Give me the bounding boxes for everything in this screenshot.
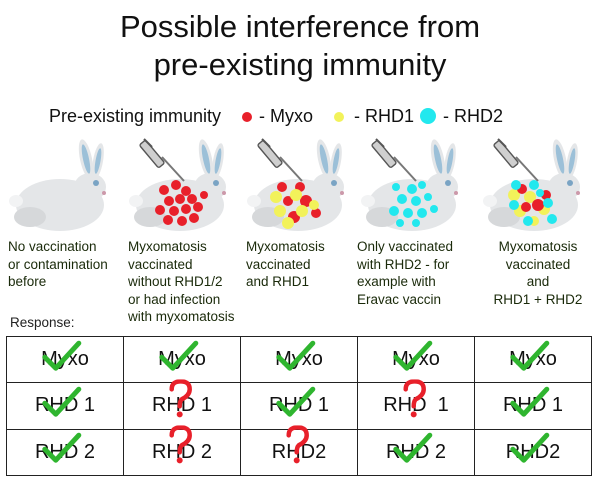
legend-rhd2-label: - RHD2 xyxy=(443,106,504,126)
rabbit-myxo-rhd1-rhd2-vaccinated xyxy=(478,135,590,237)
title-line-2: pre-existing immunity xyxy=(153,47,447,82)
response-cell: Myxo xyxy=(474,335,592,384)
caption-scenario-4: Only vaccinated with RHD2 - for example … xyxy=(357,239,454,307)
response-cell: RHD 2 xyxy=(357,428,475,477)
response-cell-text: RHD 1 xyxy=(383,394,449,417)
response-cell: RHD 2 xyxy=(6,428,124,477)
response-cell: RHD 1 xyxy=(123,379,241,430)
response-cell-text: RHD 2 xyxy=(34,440,95,463)
response-cell-text: Myxo xyxy=(392,348,440,371)
rabbit-unvaccinated xyxy=(4,135,116,237)
legend-label: Pre-existing immunity xyxy=(49,106,222,126)
response-cell-text: RHD 2 xyxy=(151,440,212,463)
response-cell-text: Myxo xyxy=(275,348,323,371)
response-cell: Myxo xyxy=(6,335,124,384)
response-cell-text: RHD 1 xyxy=(268,394,329,417)
response-cell: Myxo xyxy=(357,335,475,384)
rabbit-rhd2-vaccinated xyxy=(356,135,468,237)
response-cell: RHD 1 xyxy=(357,379,475,430)
response-table: Myxo Myxo Myxo Myxo Myxo RHD 1 RHD 1 RHD 1 RHD 1… xyxy=(6,335,592,477)
table-row: Myxo Myxo Myxo Myxo Myxo xyxy=(6,335,592,384)
response-cell-text: RHD2 xyxy=(505,440,561,463)
caption-scenario-5: Myxomatosis vaccinated and RHD1 + RHD2 xyxy=(493,239,583,307)
response-label: Response: xyxy=(10,315,75,330)
caption-scenario-2: Myxomatosis vaccinated without RHD1/2 or… xyxy=(128,239,235,324)
response-cell-text: Myxo xyxy=(158,348,206,371)
syringe-icon xyxy=(493,138,539,182)
legend-dot-rhd2 xyxy=(420,108,436,124)
response-cell: Myxo xyxy=(240,335,358,384)
response-cell: RHD2 xyxy=(474,428,592,477)
caption-scenario-3: Myxomatosis vaccinated and RHD1 xyxy=(246,239,325,289)
response-cell: RHD 2 xyxy=(123,425,241,477)
response-cell: RHD 1 xyxy=(474,382,592,430)
response-cell-text: RHD 1 xyxy=(502,394,563,417)
response-cell-text: RHD 1 xyxy=(151,394,212,417)
response-cell: RHD 1 xyxy=(240,382,358,430)
legend-rhd1-label: - RHD1 xyxy=(354,106,415,126)
legend-myxo-label: - Myxo xyxy=(259,106,313,126)
caption-scenario-1: No vaccination or contamination before xyxy=(8,239,108,289)
response-cell: RHD2 xyxy=(240,425,358,477)
response-cell: Myxo xyxy=(123,335,241,384)
table-row: RHD 1 RHD 1 RHD 1 RHD 1 RHD 1 xyxy=(6,379,592,430)
response-cell-text: Myxo xyxy=(509,348,557,371)
response-cell-text: RHD 1 xyxy=(34,394,95,417)
syringe-icon xyxy=(257,138,303,182)
response-cell: RHD 1 xyxy=(6,382,124,430)
response-cell-text: RHD2 xyxy=(271,440,327,463)
title-line-1: Possible interference from xyxy=(119,9,481,44)
table-row: RHD 2 RHD 2 RHD2 RHD 2 RHD2 xyxy=(6,425,592,477)
response-cell-text: RHD 2 xyxy=(385,440,446,463)
legend-dot-rhd1 xyxy=(334,112,344,122)
response-cell-text: Myxo xyxy=(41,348,89,371)
legend-dot-myxo xyxy=(242,112,252,122)
rabbit-myxo-vaccinated xyxy=(124,135,236,237)
syringe-icon xyxy=(371,138,417,182)
syringe-icon xyxy=(139,138,185,182)
rabbit-myxo-rhd1-vaccinated xyxy=(242,135,354,237)
